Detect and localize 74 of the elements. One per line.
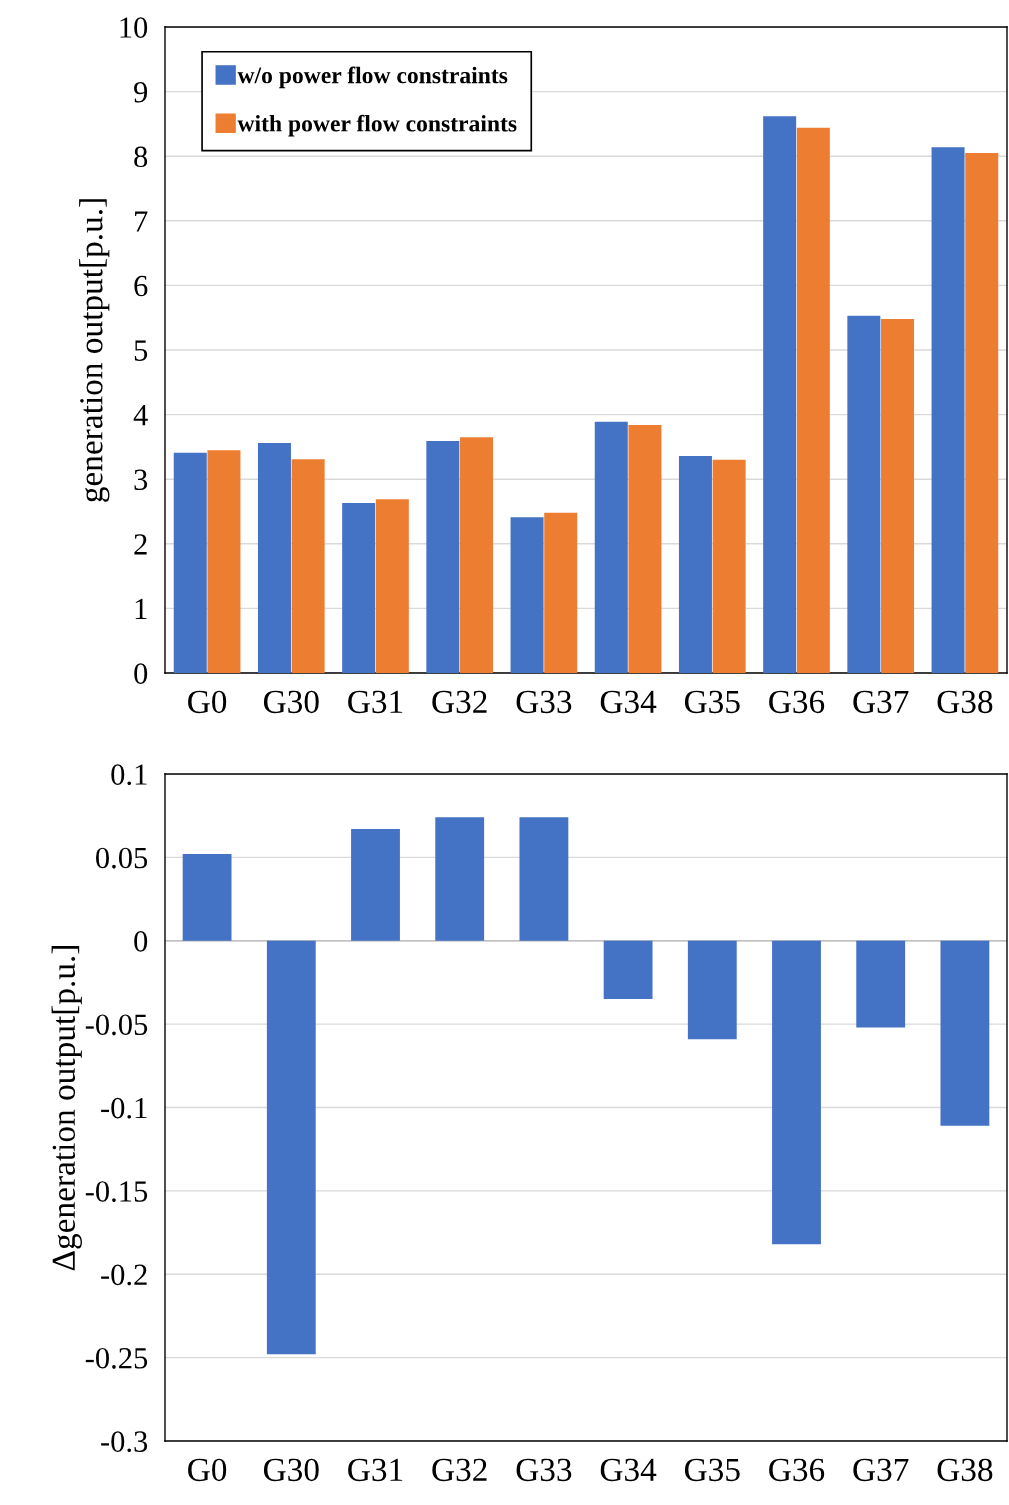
bar [603, 940, 653, 1000]
x-tick-label: G36 [769, 690, 825, 714]
bar [796, 127, 830, 673]
bar [856, 940, 906, 1028]
y-tick-label: -0.15 [85, 1181, 148, 1202]
y-tick-label: -0.1 [101, 1097, 147, 1119]
bar [375, 499, 409, 673]
bar [426, 441, 460, 673]
x-tick-label: G0 [188, 690, 227, 714]
x-tick-label: G31 [348, 1458, 403, 1482]
x-tick-label: G37 [853, 690, 909, 714]
y-tick-label: 0 [134, 663, 148, 684]
x-tick-label: G38 [937, 690, 993, 714]
bar [460, 437, 494, 673]
y-tick-label: 7 [135, 211, 148, 232]
y-axis-title: Δgeneration output[p.u.] [51, 946, 82, 1271]
bar [940, 940, 990, 1126]
y-tick-label: -0.2 [101, 1264, 147, 1286]
bar [182, 854, 232, 941]
y-tick-label: 10 [120, 17, 148, 38]
y-axis-title: generation output[p.u.] [79, 199, 110, 502]
y-tick-label: 5 [134, 340, 148, 361]
x-tick-label: G33 [516, 1458, 572, 1482]
bar [351, 829, 400, 941]
y-tick-label: 6 [134, 275, 148, 297]
legend-label: with power flow constraints [237, 114, 517, 137]
x-tick-label: G33 [516, 690, 572, 714]
bar [687, 940, 737, 1040]
bar [965, 152, 999, 673]
y-tick-label: -0.05 [85, 1014, 148, 1036]
y-tick-label: -0.25 [85, 1347, 148, 1369]
bar [342, 503, 376, 673]
bar [847, 315, 881, 673]
y-tick-label: 0.05 [96, 847, 148, 869]
x-tick-label: G0 [188, 1458, 227, 1482]
bar [544, 512, 578, 673]
x-tick-label: G38 [937, 1458, 993, 1482]
bar [510, 517, 544, 673]
x-tick-label: G36 [769, 1458, 825, 1482]
bar [763, 116, 797, 673]
bar [257, 443, 291, 673]
bar [291, 459, 325, 673]
x-tick-label: G35 [684, 1458, 740, 1482]
x-tick-label: G30 [263, 1458, 319, 1482]
y-tick-label: 4 [133, 405, 148, 426]
bar [712, 459, 746, 673]
bar [931, 147, 965, 673]
y-tick-label: 2 [134, 534, 147, 555]
x-tick-label: G32 [432, 690, 487, 714]
bar [519, 817, 569, 941]
x-tick-label: G35 [684, 690, 740, 714]
y-tick-label: 0 [134, 931, 148, 952]
y-tick-label: -0.3 [101, 1431, 148, 1453]
x-tick-label: G30 [263, 690, 319, 714]
y-tick-label: 9 [134, 81, 148, 103]
bar [678, 455, 712, 673]
x-tick-label: G32 [432, 1458, 487, 1482]
bar [435, 817, 485, 941]
bar [207, 450, 241, 673]
bar [881, 318, 915, 673]
x-tick-label: G34 [600, 690, 657, 714]
y-tick-label: 3 [134, 469, 148, 491]
y-tick-label: 1 [135, 598, 147, 619]
x-tick-label: G37 [853, 1458, 909, 1482]
bar [628, 424, 662, 673]
x-tick-label: G31 [348, 690, 403, 714]
bar [594, 421, 628, 673]
legend-label: w/o power flow constraints [237, 66, 508, 89]
y-tick-label: 0.1 [111, 764, 147, 786]
x-tick-label: G34 [600, 1458, 657, 1482]
bar [772, 940, 821, 1245]
y-tick-label: 8 [134, 146, 148, 168]
bar [173, 452, 207, 673]
bar [266, 940, 316, 1355]
